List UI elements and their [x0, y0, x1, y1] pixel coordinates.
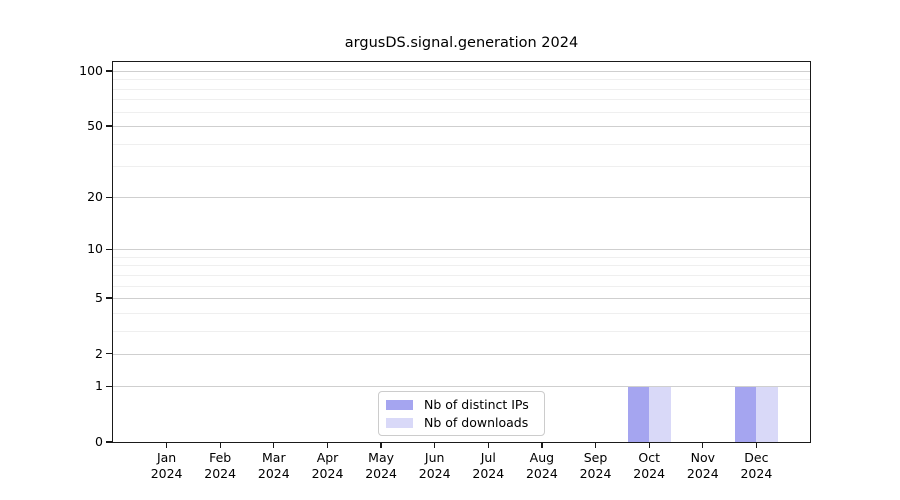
y-tick-mark [106, 297, 112, 299]
x-tick-mark [219, 443, 221, 448]
x-tick-label: Dec 2024 [740, 450, 773, 481]
legend-swatch-distinct-ips-icon [386, 400, 413, 410]
y-tick-label: 1 [95, 378, 103, 394]
x-tick-label: Jun 2024 [418, 450, 451, 481]
plot-area [112, 61, 811, 443]
y-tick-mark [106, 248, 112, 250]
gridline-major [113, 197, 810, 199]
gridline-minor [113, 285, 810, 287]
gridline-minor [113, 312, 810, 314]
x-tick-label: Apr 2024 [311, 450, 344, 481]
x-tick-mark [165, 443, 168, 448]
chart-title: argusDS.signal.generation 2024 [344, 35, 579, 51]
x-tick-label: Oct 2024 [633, 450, 666, 481]
legend-entry-distinct-ips: Nb of distinct IPs [386, 397, 536, 413]
gridline-minor [113, 265, 810, 267]
y-tick-label: 10 [87, 241, 103, 257]
gridline-minor [113, 166, 810, 167]
gridline-minor [113, 256, 810, 258]
y-tick-mark [106, 353, 112, 355]
gridline-minor [113, 99, 810, 101]
x-tick-label: May 2024 [365, 450, 397, 481]
y-tick-label: 100 [79, 63, 103, 78]
x-tick-label: Sep 2024 [579, 450, 612, 481]
gridline-major [113, 249, 810, 251]
legend-swatch-downloads-icon [386, 418, 413, 428]
x-tick-mark [541, 443, 543, 448]
x-tick-label: Jul 2024 [472, 450, 505, 481]
gridline-major [113, 386, 810, 388]
x-tick-label: Mar 2024 [257, 450, 290, 481]
x-tick-label: Nov 2024 [686, 450, 719, 481]
y-tick-label: 5 [95, 290, 103, 305]
y-tick-mark [106, 441, 112, 443]
legend: Nb of distinct IPs Nb of downloads [378, 391, 545, 436]
x-tick-label: Jan 2024 [150, 450, 183, 481]
gridline-minor [113, 88, 810, 90]
legend-label-downloads: Nb of downloads [424, 415, 529, 430]
y-tick-label: 20 [87, 189, 103, 205]
bar-downloads [649, 386, 671, 442]
gridline-minor [113, 79, 810, 81]
y-tick-label: 2 [95, 345, 103, 361]
x-tick-mark [648, 443, 650, 448]
x-tick-mark [702, 443, 704, 448]
x-tick-label: Aug 2024 [525, 450, 558, 481]
gridline-major [113, 353, 810, 355]
x-tick-mark [273, 443, 275, 448]
gridline-major [113, 71, 810, 72]
gridline-minor [113, 143, 810, 145]
x-tick-mark [380, 443, 382, 448]
x-tick-mark [594, 443, 597, 448]
gridline-major [113, 298, 810, 299]
y-tick-label: 50 [87, 117, 103, 133]
x-tick-mark [434, 443, 436, 448]
gridline-minor [113, 111, 810, 113]
y-tick-label: 0 [95, 434, 103, 449]
x-tick-label: Feb 2024 [204, 450, 237, 481]
x-tick-mark [755, 443, 758, 448]
y-tick-mark [106, 385, 112, 387]
y-tick-mark [106, 125, 112, 127]
bar-distinct-ips [734, 386, 757, 442]
legend-label-distinct-ips: Nb of distinct IPs [424, 397, 529, 412]
x-tick-mark [326, 443, 329, 448]
y-tick-mark [106, 196, 112, 198]
gridline-minor [113, 330, 810, 332]
bar-distinct-ips [627, 386, 650, 442]
gridline-major [113, 125, 810, 127]
bar-downloads [756, 386, 778, 442]
y-tick-mark [106, 70, 112, 72]
gridline-minor [113, 274, 810, 276]
legend-entry-downloads: Nb of downloads [386, 415, 536, 431]
x-tick-mark [487, 443, 489, 448]
